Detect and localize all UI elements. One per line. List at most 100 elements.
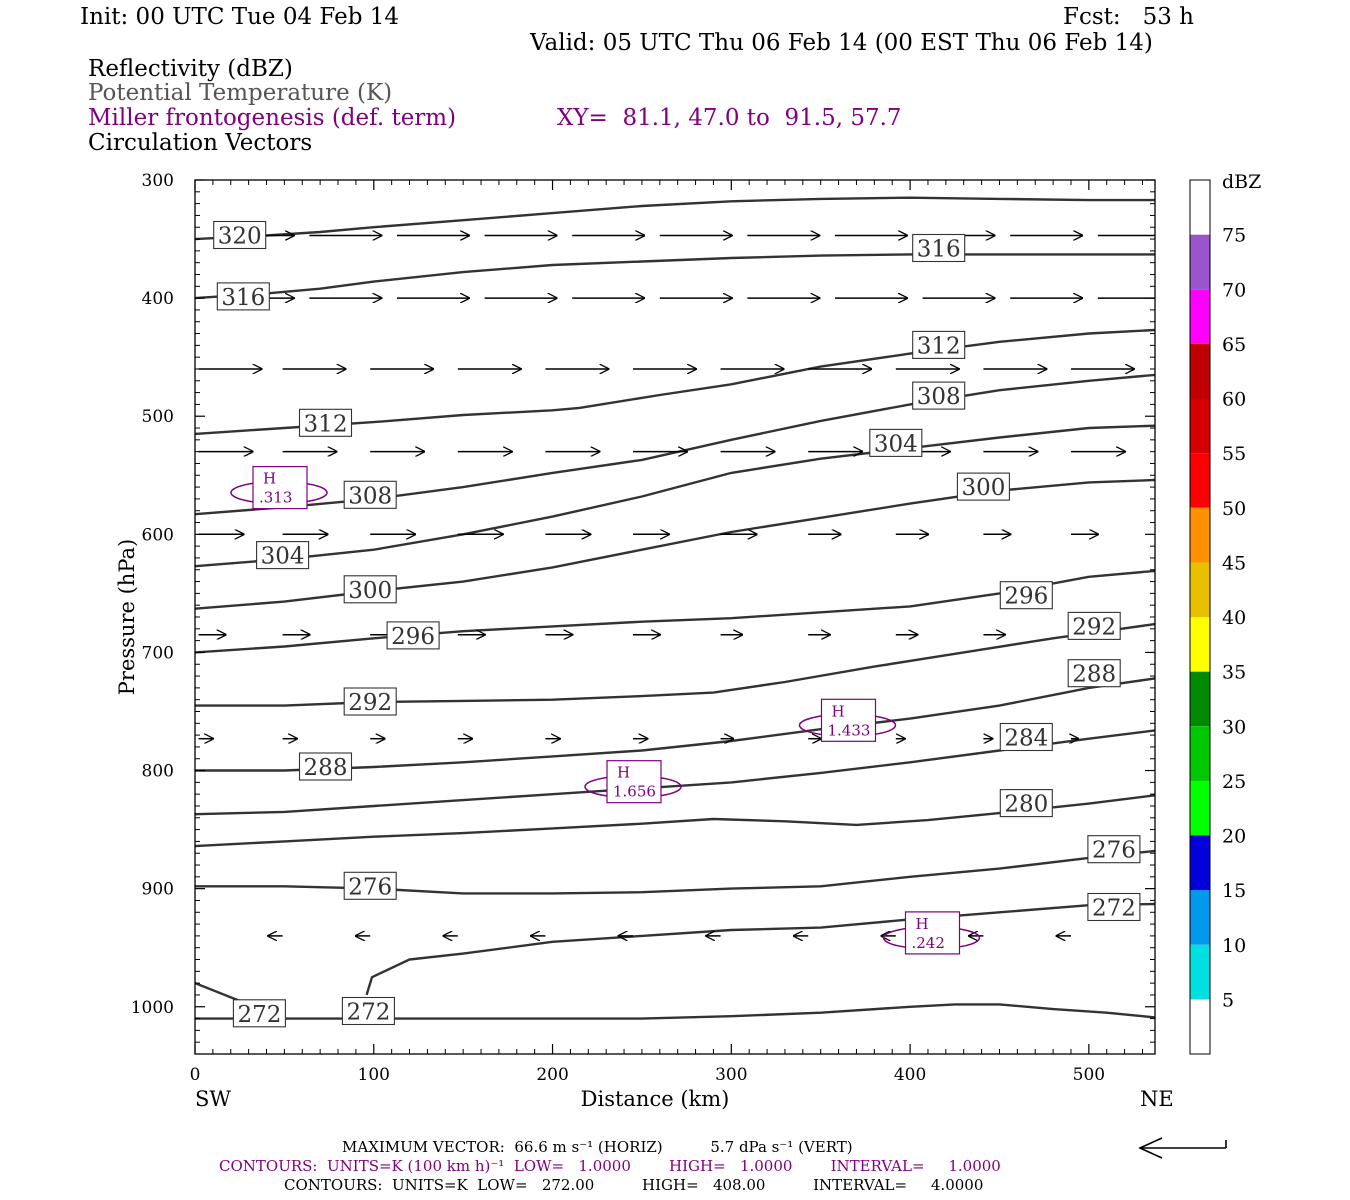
theta-contour-label: 276	[1087, 835, 1141, 864]
contour-label-box	[912, 381, 966, 410]
contour-label-text: 316	[917, 237, 961, 263]
contour-label-box	[912, 330, 966, 359]
y-tick-label: 300	[142, 171, 174, 191]
frontogenesis-letter: H	[263, 470, 276, 488]
frontogenesis-max: H1.433	[798, 698, 897, 742]
frontogenesis-value: .242	[912, 934, 945, 952]
contour-label-text: 272	[237, 1002, 281, 1028]
colorbar-segment	[1190, 944, 1210, 1000]
x-axis-label: Distance (km)	[581, 1087, 730, 1111]
contour-label-box	[232, 999, 286, 1028]
theta-contour-label: 304	[869, 428, 923, 457]
contour-label-box	[343, 480, 397, 509]
y-axis-label: Pressure (hPa)	[115, 539, 139, 695]
colorbar-segment	[1190, 890, 1210, 945]
frontogenesis-max: H.242	[882, 911, 981, 955]
theta-contour-272b	[195, 981, 241, 1003]
contour-label-text: 276	[348, 874, 392, 900]
theta-contour-label: 296	[386, 621, 440, 650]
theta-contour-label: 288	[1067, 659, 1121, 688]
theta-contour-label: 284	[999, 722, 1053, 752]
maximum-vector-note: MAXIMUM VECTOR: 66.6 m s⁻¹ (HORIZ) 5.7 d…	[342, 1138, 853, 1156]
contour-label-box	[1067, 611, 1121, 640]
contour-label-text: 296	[1004, 584, 1048, 610]
contour-label-text: 284	[1004, 726, 1048, 752]
contour-label-box	[256, 541, 310, 570]
theta-contour-label: 316	[216, 282, 270, 311]
colorbar-segment	[1190, 562, 1210, 618]
theta-contour-label: 272	[232, 999, 286, 1028]
y-tick-label: 800	[142, 762, 174, 782]
theta-contour-label: 316	[912, 233, 966, 263]
theta-contour-label: 308	[912, 381, 966, 410]
theta-contour-288	[195, 677, 1155, 772]
contour-label-box	[999, 722, 1053, 752]
contour-label-text: 312	[304, 411, 348, 437]
contour-label-text: 292	[1072, 614, 1116, 640]
contour-label-box	[386, 621, 440, 650]
theta-contour-note: CONTOURS: UNITS=K LOW= 272.00 HIGH= 408.…	[284, 1176, 984, 1194]
contour-label-box	[343, 575, 397, 604]
colorbar-level-label: 55	[1222, 443, 1246, 465]
contour-label-text: 280	[1004, 792, 1048, 818]
contour-label-box	[1087, 835, 1141, 864]
colorbar-segment	[1190, 835, 1210, 891]
contour-label-box	[343, 687, 397, 716]
y-tick-label: 900	[142, 880, 174, 900]
theta-contour-label: 312	[298, 408, 353, 437]
x-tick-label: 300	[715, 1065, 747, 1085]
theta-contour-label: 296	[999, 581, 1053, 610]
theta-contour-292	[195, 622, 1155, 707]
cross-section-endpoints: XY= 81.1, 47.0 to 91.5, 57.7	[557, 105, 902, 131]
theta-contour-label: 304	[256, 541, 310, 570]
contour-label-box	[298, 752, 353, 781]
frontogenesis-letter: H	[617, 764, 630, 782]
theta-contour-label: 308	[343, 480, 397, 509]
colorbar-segment	[1190, 671, 1210, 727]
colorbar-segment	[1190, 726, 1210, 781]
theta-contour-280	[195, 794, 1155, 848]
x-tick-label: 100	[358, 1065, 390, 1085]
colorbar-level-label: 50	[1222, 498, 1246, 520]
colorbar-level-label: 30	[1222, 716, 1246, 738]
colorbar-level-label: 45	[1222, 552, 1246, 574]
plot-area: H.313H1.433H1.656H.242320316316312312308…	[115, 171, 1174, 1111]
theta-contour-label: 300	[343, 575, 397, 604]
theta-contour-label: 300	[956, 472, 1010, 501]
contour-label-box	[343, 871, 397, 900]
contour-label-text: 288	[1072, 662, 1116, 688]
contour-label-box	[956, 472, 1010, 501]
contour-label-text: 296	[391, 624, 435, 650]
theta-contour-label: 292	[1067, 611, 1121, 640]
contour-label-text: 288	[304, 755, 348, 781]
forecast-hour: Fcst: 53 h	[1063, 4, 1194, 30]
colorbar-segment	[1190, 398, 1210, 454]
contour-label-box	[912, 233, 966, 263]
contour-label-box	[999, 581, 1053, 610]
ne-end-label: NE	[1140, 1087, 1174, 1111]
theta-contour-308	[195, 373, 1155, 516]
colorbar-level-label: 75	[1222, 225, 1246, 247]
colorbar-segment	[1190, 999, 1210, 1055]
colorbar-level-label: 65	[1222, 334, 1246, 356]
colorbar-level-label: 20	[1222, 826, 1246, 848]
legend-frontogenesis: Miller frontogenesis (def. term)	[88, 105, 457, 131]
colorbar-segment	[1190, 780, 1210, 836]
x-tick-label: 400	[894, 1065, 926, 1085]
contour-label-box	[1067, 659, 1121, 688]
contour-label-box	[298, 408, 353, 437]
theta-contour-320	[195, 196, 1155, 241]
contour-label-box	[999, 789, 1053, 818]
legend-potential-temperature: Potential Temperature (K)	[88, 80, 393, 106]
contour-label-text: 300	[348, 578, 392, 604]
colorbar-segment	[1190, 453, 1210, 508]
colorbar-level-label: 10	[1222, 935, 1246, 957]
sw-end-label: SW	[195, 1087, 231, 1111]
theta-contour-304	[195, 424, 1155, 568]
theta-contour-label: 288	[298, 752, 353, 781]
x-tick-label: 200	[536, 1065, 568, 1085]
contour-label-text: 300	[961, 475, 1005, 501]
theta-contour-312	[195, 328, 1155, 436]
colorbar-segment	[1190, 343, 1210, 399]
